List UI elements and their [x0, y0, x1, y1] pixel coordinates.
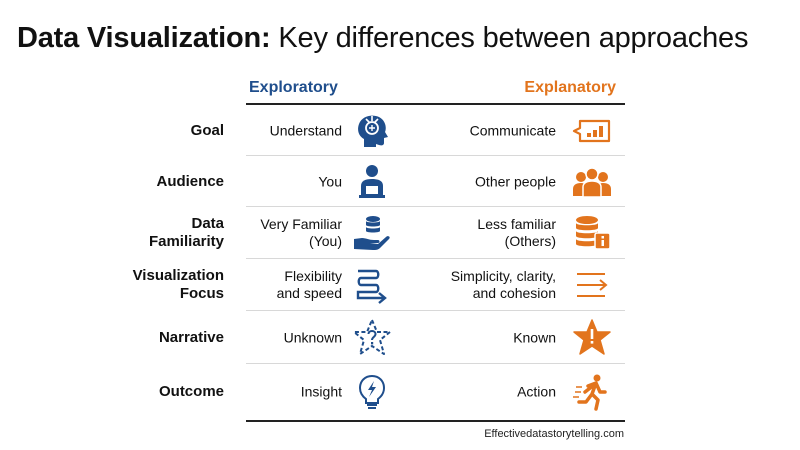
lines-arrow-icon — [352, 265, 392, 305]
top-rule — [246, 103, 625, 105]
explanatory-value: Action — [517, 383, 556, 400]
column-header-explanatory: Explanatory — [524, 79, 616, 96]
lightbulb-icon — [352, 372, 392, 412]
exploratory-value: You — [318, 173, 342, 189]
row-separator — [246, 206, 625, 207]
exploratory-value: Flexibility and speed — [276, 268, 342, 301]
speech-bubble-chart-icon — [572, 111, 612, 151]
row-label: Narrative — [158, 328, 224, 346]
row-label: Goal — [190, 121, 224, 139]
table-row-audience: Audience You Other people — [0, 156, 800, 207]
column-header-exploratory: Exploratory — [249, 79, 338, 96]
row-separator — [246, 258, 625, 259]
explanatory-value: Less familiar (Others) — [477, 216, 556, 249]
running-person-icon — [572, 372, 612, 412]
exploratory-value: Understand — [269, 122, 342, 138]
exploratory-value: Very Familiar (You) — [260, 216, 342, 249]
star-question-icon — [352, 318, 392, 358]
table-row-data-familiarity: Data Familiarity Very Familiar (You) Less … — [0, 207, 800, 259]
explanatory-value: Communicate — [469, 122, 556, 138]
explanatory-value: Known — [513, 329, 556, 345]
row-label: Audience — [156, 172, 224, 190]
row-label: Data Familiarity — [148, 215, 224, 250]
table-row-outcome: Outcome Insight Action — [0, 364, 800, 420]
group-people-icon — [572, 162, 612, 202]
row-separator — [246, 363, 625, 364]
table-row-narrative: Narrative Unknown Known — [0, 311, 800, 364]
title-rest: Key differences between approaches — [270, 22, 749, 54]
row-separator — [246, 310, 625, 311]
source-credit: Effectivedatastorytelling.com — [484, 428, 624, 440]
row-separator — [246, 155, 625, 156]
title-bold: Data Visualization: — [17, 22, 271, 54]
page-title: Data Visualization: Key differences betw… — [17, 22, 748, 55]
exploratory-value: Insight — [300, 383, 342, 400]
simple-arrow-icon — [572, 265, 612, 305]
star-exclamation-icon — [572, 318, 612, 358]
hand-database-icon — [352, 213, 392, 253]
person-laptop-icon — [352, 162, 392, 202]
head-brain-icon — [352, 111, 392, 151]
explanatory-value: Other people — [475, 173, 556, 189]
table-row-goal: Goal Understand Communicate — [0, 105, 800, 156]
bottom-rule — [246, 420, 625, 422]
exploratory-value: Unknown — [283, 329, 342, 345]
database-info-icon — [572, 213, 612, 253]
row-label: Outcome — [158, 383, 224, 400]
explanatory-value: Simplicity, clarity, and cohesion — [450, 268, 556, 301]
table-row-visualization-focus: Visualization Focus Flexibility and speed … — [0, 259, 800, 311]
row-label: Visualization Focus — [132, 267, 224, 302]
